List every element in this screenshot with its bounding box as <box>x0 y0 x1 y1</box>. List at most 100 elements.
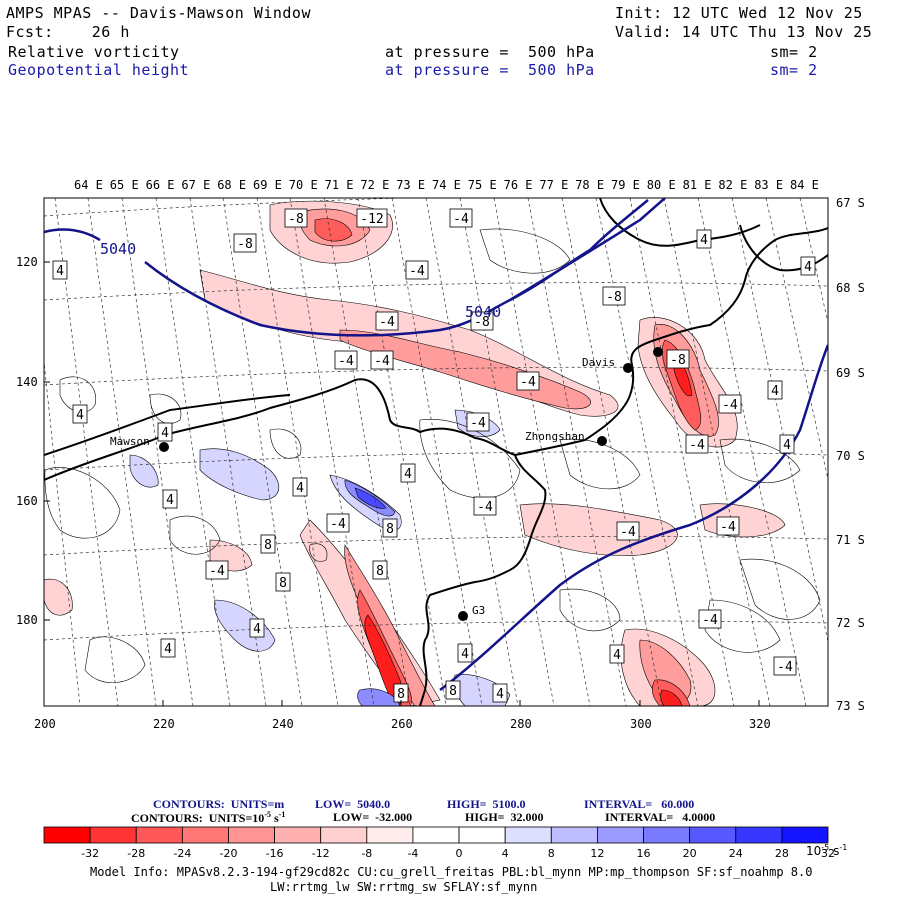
colorbar-tick: 8 <box>548 847 555 860</box>
forecast-hour: Fcst: 26 h <box>6 23 130 41</box>
y-tick-label: 120 <box>16 255 38 269</box>
colorbar-swatch <box>274 826 322 844</box>
vorticity-contour-label: 8 <box>372 560 388 580</box>
colorbar-tick: 24 <box>729 847 743 860</box>
height-contours <box>44 198 828 691</box>
color-bar: -32 -28 -24 -20 -16 -12 -8 -4 0 4 8 12 16 20 24 28 32 <box>43 826 835 860</box>
legend-vort-high: HIGH= 32.000 <box>465 810 544 824</box>
lon-label: 74 E <box>432 178 461 192</box>
legend-height-low: LOW= 5040.0 <box>315 797 391 811</box>
lon-label: 72 E <box>360 178 389 192</box>
svg-text:-8: -8 <box>670 353 686 368</box>
colorbar-swatch <box>412 826 460 844</box>
colorbar-tick: 20 <box>683 847 697 860</box>
colorbar-swatch <box>735 826 783 844</box>
lat-label: 71 S <box>836 533 865 547</box>
station-label: Mawson <box>110 435 150 448</box>
colorbar-tick: 28 <box>775 847 789 860</box>
vorticity-contour-label: 4 <box>249 618 265 638</box>
vorticity-contour-label: 4 <box>767 380 783 400</box>
svg-text:-8: -8 <box>237 237 253 252</box>
lon-label: 73 E <box>396 178 425 192</box>
svg-text:-8: -8 <box>606 290 622 305</box>
svg-text:4: 4 <box>804 260 812 275</box>
init-time: Init: 12 UTC Wed 12 Nov 25 <box>615 4 863 22</box>
svg-text:4: 4 <box>166 493 174 508</box>
lon-label: 67 E <box>181 178 210 192</box>
lon-label: 83 E <box>754 178 783 192</box>
vorticity-contour-label: -8 <box>470 311 494 331</box>
vorticity-contour-label: 4 <box>779 434 795 454</box>
lat-label: 68 S <box>836 281 865 295</box>
colorbar-tick: 0 <box>456 847 463 860</box>
colorbar-swatch <box>320 826 368 844</box>
vorticity-contour-label: -4 <box>616 521 640 541</box>
lon-label: 81 E <box>683 178 712 192</box>
vorticity-contour-label: -4 <box>773 656 797 676</box>
legend-vort-interval: INTERVAL= 4.0000 <box>605 810 716 824</box>
svg-text:-12: -12 <box>360 212 383 227</box>
field1-smooth: sm= 2 <box>770 43 818 61</box>
vorticity-contour-label: -4 <box>716 516 740 536</box>
vorticity-shading <box>44 200 821 706</box>
station-marker <box>597 436 607 446</box>
svg-text:-4: -4 <box>520 375 536 390</box>
vorticity-contour-label: -12 <box>356 208 388 228</box>
svg-text:8: 8 <box>264 538 272 553</box>
vorticity-contour-label: 4 <box>696 229 712 249</box>
colorbar-swatch <box>458 826 506 844</box>
svg-text:-8: -8 <box>288 212 304 227</box>
vorticity-contour-label: 4 <box>292 477 308 497</box>
vorticity-contour-label: -4 <box>375 311 399 331</box>
svg-text:4: 4 <box>253 622 261 637</box>
vorticity-contour-label: -4 <box>516 371 540 391</box>
vorticity-contour-label: 4 <box>492 683 508 703</box>
vorticity-contour-label: -4 <box>405 260 429 280</box>
svg-text:-4: -4 <box>453 212 469 227</box>
station-label: G3 <box>472 604 485 617</box>
field2-smooth: sm= 2 <box>770 61 818 79</box>
svg-text:8: 8 <box>397 687 405 702</box>
legend-height-high: HIGH= 5100.0 <box>447 797 526 811</box>
svg-text:4: 4 <box>496 687 504 702</box>
colorbar-units: 10-5 s-1 <box>806 843 848 858</box>
colorbar-swatch <box>366 826 414 844</box>
vorticity-contour-label: 4 <box>160 638 176 658</box>
x-tick-label: 280 <box>510 717 532 731</box>
svg-text:-4: -4 <box>338 354 354 369</box>
vorticity-contour-label: -8 <box>233 233 257 253</box>
lon-label: 82 E <box>718 178 747 192</box>
y-tick-label: 180 <box>16 613 38 627</box>
station-label: Davis <box>582 356 615 369</box>
x-tick-label: 300 <box>630 717 652 731</box>
svg-text:-4: -4 <box>470 416 486 431</box>
lon-label: 80 E <box>647 178 676 192</box>
y-tick-label: 160 <box>16 494 38 508</box>
lon-label: 65 E <box>110 178 139 192</box>
colorbar-tick: -12 <box>312 847 330 860</box>
svg-text:4: 4 <box>296 481 304 496</box>
vorticity-contour-label: 8 <box>393 683 409 703</box>
svg-text:4: 4 <box>161 426 169 441</box>
lon-label: 66 E <box>146 178 175 192</box>
colorbar-tick: -20 <box>219 847 237 860</box>
lon-label: 64 E <box>74 178 103 192</box>
svg-text:-4: -4 <box>409 264 425 279</box>
colorbar-swatch <box>504 826 552 844</box>
svg-text:8: 8 <box>386 522 394 537</box>
svg-text:-4: -4 <box>330 517 346 532</box>
colorbar-swatch <box>689 826 737 844</box>
vorticity-contour-label: 4 <box>609 644 625 664</box>
svg-text:-4: -4 <box>720 520 736 535</box>
vorticity-contour-label: -8 <box>666 349 690 369</box>
vorticity-contour-label: 8 <box>445 680 461 700</box>
vorticity-contour-label: -8 <box>284 208 308 228</box>
svg-text:-4: -4 <box>379 315 395 330</box>
lat-label: 72 S <box>836 616 865 630</box>
legend-height-interval: INTERVAL= 60.000 <box>584 797 695 811</box>
svg-text:-4: -4 <box>722 398 738 413</box>
colorbar-tick: 32 <box>821 847 835 860</box>
field2-name: Geopotential height <box>8 61 190 79</box>
svg-text:4: 4 <box>461 647 469 662</box>
